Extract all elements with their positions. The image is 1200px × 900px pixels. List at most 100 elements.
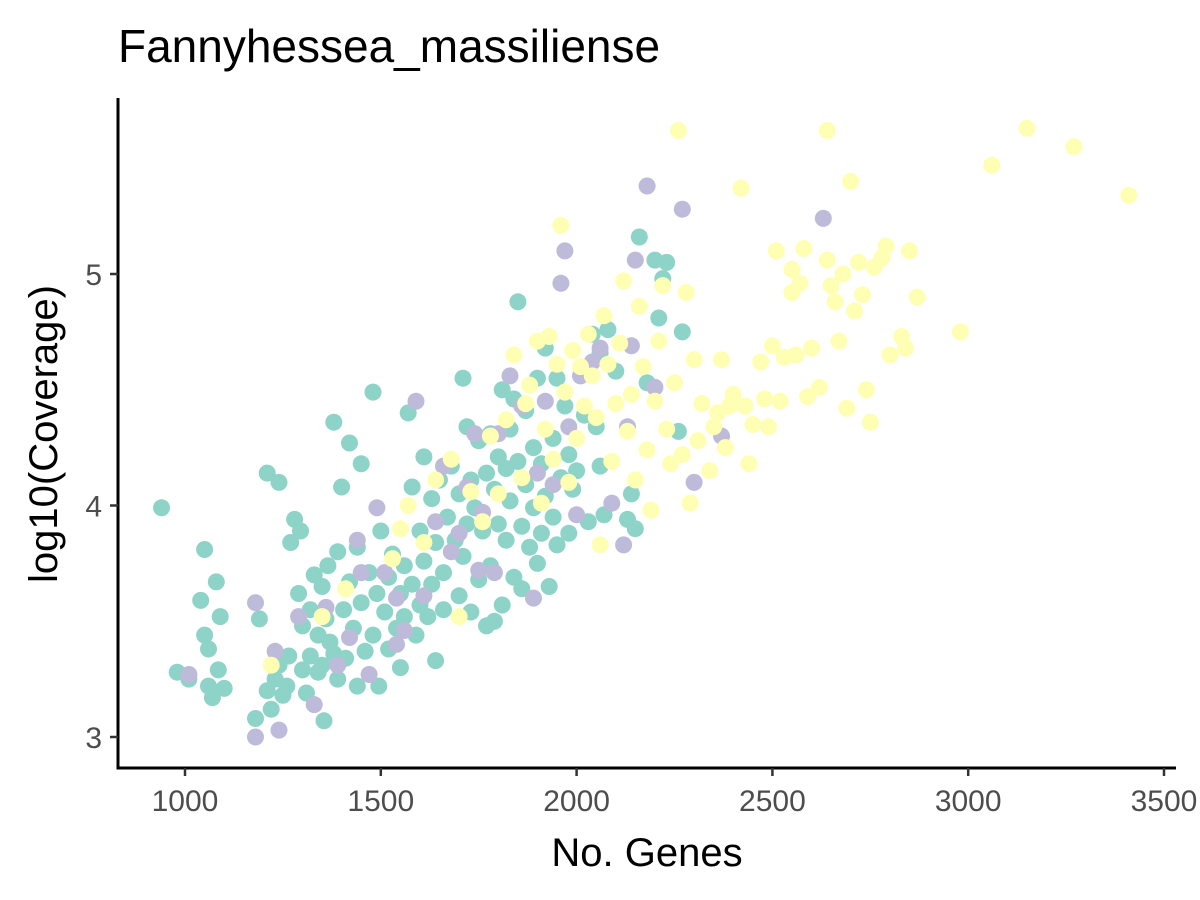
data-point-purple-36 [591, 339, 609, 357]
data-point-teal-58 [364, 383, 382, 401]
data-point-purple-1 [247, 594, 264, 612]
data-point-teal-119 [509, 293, 527, 311]
data-point-teal-4 [196, 541, 214, 558]
data-point-teal-121 [513, 580, 531, 598]
data-point-purple-26 [501, 367, 519, 385]
data-point-teal-125 [521, 538, 539, 556]
data-point-purple-40 [626, 251, 644, 269]
series-purple [180, 177, 832, 746]
data-point-teal-79 [415, 552, 433, 570]
data-point-yellow-102 [881, 346, 899, 364]
data-point-yellow-57 [677, 284, 695, 301]
x-tick-label-2500: 2500 [739, 785, 806, 818]
data-point-purple-49 [615, 536, 633, 554]
data-point-yellow-105 [901, 242, 918, 260]
data-point-yellow-85 [803, 339, 821, 357]
chart-title: Fannyhessea_massiliense [118, 20, 660, 72]
data-point-yellow-30 [572, 358, 589, 376]
data-point-teal-5 [196, 626, 214, 644]
data-point-teal-141 [560, 524, 578, 542]
data-point-teal-55 [352, 594, 370, 612]
data-point-teal-11 [211, 608, 229, 626]
data-point-yellow-31 [575, 397, 593, 415]
data-point-yellow-1 [313, 608, 331, 626]
data-point-yellow-11 [474, 513, 492, 531]
data-point-yellow-75 [760, 418, 777, 436]
series-teal [153, 228, 691, 730]
data-point-purple-10 [352, 564, 370, 582]
x-tick-label-3000: 3000 [935, 785, 1002, 818]
data-point-yellow-62 [701, 462, 719, 480]
data-point-teal-38 [315, 712, 333, 730]
data-point-yellow-40 [611, 334, 629, 352]
data-point-yellow-36 [595, 307, 613, 325]
data-point-purple-43 [673, 200, 691, 218]
data-point-yellow-77 [767, 242, 785, 260]
data-point-yellow-14 [497, 411, 515, 429]
data-point-yellow-51 [654, 277, 672, 295]
data-point-yellow-53 [662, 455, 680, 473]
data-point-teal-17 [262, 700, 280, 718]
data-point-teal-126 [525, 439, 542, 457]
data-point-yellow-92 [838, 399, 856, 417]
x-tick-label-1000: 1000 [152, 785, 219, 818]
data-point-yellow-10 [462, 483, 480, 501]
data-point-teal-62 [372, 522, 390, 540]
x-axis-ticks: 1000 1500 2000 2500 3000 3500 [152, 768, 1197, 818]
data-point-yellow-12 [481, 427, 499, 445]
data-point-teal-138 [548, 536, 566, 554]
data-point-teal-69 [391, 659, 409, 677]
data-point-teal-111 [493, 381, 511, 399]
data-point-yellow-55 [669, 122, 687, 139]
data-point-yellow-44 [626, 471, 644, 489]
data-point-yellow-22 [540, 328, 558, 345]
data-point-yellow-95 [850, 253, 868, 271]
data-point-yellow-96 [854, 286, 871, 304]
data-point-yellow-7 [427, 471, 445, 489]
data-point-purple-46 [814, 209, 832, 227]
data-point-purple-41 [638, 177, 656, 195]
data-point-purple-13 [376, 564, 394, 582]
data-point-purple-52 [388, 635, 405, 653]
data-point-teal-80 [419, 608, 437, 626]
data-point-teal-44 [329, 543, 347, 561]
data-point-purple-32 [552, 274, 570, 292]
data-point-yellow-41 [615, 272, 633, 290]
data-point-yellow-49 [646, 392, 664, 410]
data-point-yellow-97 [857, 381, 875, 399]
data-point-yellow-71 [740, 455, 758, 473]
data-point-teal-136 [544, 508, 562, 526]
data-point-purple-31 [544, 476, 562, 494]
data-point-teal-73 [403, 478, 421, 496]
x-axis-title: No. Genes [551, 831, 742, 875]
data-point-yellow-48 [642, 501, 660, 519]
data-point-teal-153 [622, 485, 640, 503]
data-point-yellow-76 [763, 337, 781, 355]
data-point-yellow-63 [705, 418, 723, 436]
data-point-yellow-93 [842, 172, 860, 190]
data-point-teal-9 [207, 573, 225, 591]
data-point-purple-20 [450, 524, 468, 542]
data-point-yellow-91 [834, 265, 852, 283]
data-point-purple-15 [395, 622, 413, 639]
data-point-purple-11 [360, 666, 378, 683]
data-point-yellow-110 [1065, 138, 1083, 156]
data-point-purple-29 [528, 464, 546, 482]
data-point-purple-18 [427, 513, 445, 531]
data-point-teal-36 [313, 578, 331, 595]
data-point-teal-3 [192, 591, 210, 609]
data-point-teal-137 [548, 369, 566, 387]
data-point-teal-60 [368, 585, 386, 602]
data-point-yellow-4 [391, 520, 409, 538]
data-point-yellow-5 [399, 497, 417, 514]
data-point-yellow-24 [548, 355, 566, 373]
data-point-teal-14 [250, 610, 268, 628]
data-point-yellow-46 [634, 358, 652, 376]
data-point-yellow-18 [521, 376, 539, 394]
data-point-teal-114 [497, 531, 515, 549]
data-point-purple-53 [348, 531, 366, 549]
data-point-yellow-94 [846, 302, 864, 320]
data-point-yellow-87 [818, 122, 836, 139]
data-point-yellow-108 [983, 156, 1001, 174]
data-point-teal-160 [658, 253, 676, 271]
